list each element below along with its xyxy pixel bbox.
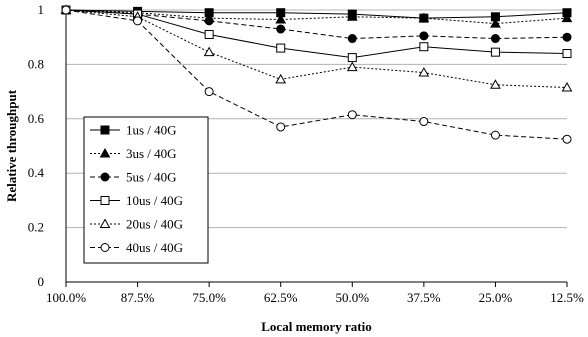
- data-point: [275, 14, 287, 24]
- data-point: [204, 29, 214, 39]
- data-point: [562, 134, 572, 144]
- data-point: [276, 122, 286, 132]
- series-line: [65, 9, 568, 59]
- legend-marker: [100, 172, 110, 182]
- x-tick-label: 25.0%: [479, 290, 513, 305]
- series-line: [65, 9, 568, 19]
- legend-marker: [100, 243, 110, 252]
- data-point: [346, 11, 358, 21]
- legend-marker: [99, 147, 111, 158]
- x-tick-label: 50.0%: [335, 290, 369, 305]
- data-point: [561, 12, 573, 23]
- legend-label: 3us / 40G: [126, 146, 177, 161]
- data-point: [419, 31, 429, 41]
- legend-item: 3us / 40G: [90, 146, 177, 161]
- data-point: [61, 5, 71, 15]
- data-point: [561, 82, 573, 92]
- series: [60, 4, 573, 144]
- data-point: [419, 117, 429, 127]
- data-point: [490, 34, 500, 44]
- legend-box: [83, 116, 209, 264]
- data-point: [490, 47, 500, 57]
- series-line: [65, 9, 568, 40]
- data-point: [133, 16, 143, 26]
- legend: 1us / 40G 3us / 40G 5us / 40G 10us / 40G 20u…: [83, 116, 209, 264]
- legend-label: 40us / 40G: [126, 240, 183, 255]
- legend-label: 10us / 40G: [126, 193, 183, 208]
- x-tick-label: 12.5%: [550, 290, 584, 305]
- legend-label: 20us / 40G: [126, 217, 183, 232]
- x-tick-label: 62.5%: [264, 290, 298, 305]
- data-point: [490, 130, 500, 140]
- legend-marker: [99, 218, 111, 228]
- series-6: [61, 5, 572, 144]
- y-axis-title: Relative throughput: [4, 89, 19, 202]
- data-point: [204, 87, 214, 97]
- y-tick-label: 0.4: [28, 165, 45, 180]
- legend-item: 20us / 40G: [90, 217, 183, 232]
- data-point: [562, 32, 572, 42]
- data-point: [275, 73, 287, 84]
- legend-item: 10us / 40G: [90, 193, 183, 208]
- legend-item: 5us / 40G: [90, 170, 177, 185]
- axes: 0 0.2 0.4 0.6 0.8 1 100.0% 87.5% 75.0% 62.5% 50.0%…: [28, 2, 584, 305]
- legend-label: 5us / 40G: [126, 170, 177, 185]
- data-point: [490, 18, 501, 28]
- series-line: [65, 9, 568, 89]
- x-tick-label: 37.5%: [407, 290, 441, 305]
- data-point: [418, 12, 430, 23]
- legend-marker: [100, 125, 110, 135]
- data-point: [347, 110, 357, 120]
- x-tick-label: 87.5%: [121, 290, 155, 305]
- data-point: [276, 24, 286, 34]
- data-point: [347, 53, 357, 63]
- y-tick-label: 0.2: [28, 220, 44, 235]
- legend-item: 40us / 40G: [90, 240, 183, 255]
- y-tick-label: 0: [38, 274, 45, 289]
- x-axis-title: Local memory ratio: [261, 319, 371, 334]
- data-point: [276, 43, 286, 53]
- legend-marker: [100, 196, 110, 205]
- data-point: [562, 49, 572, 59]
- series-line: [65, 9, 568, 140]
- x-tick-label: 100.0%: [46, 290, 86, 305]
- data-point: [346, 61, 358, 72]
- legend-item: 1us / 40G: [90, 123, 177, 138]
- data-point: [347, 34, 357, 44]
- data-point: [490, 79, 501, 89]
- x-tick-label: 75.0%: [192, 290, 226, 305]
- data-point: [418, 67, 430, 77]
- data-point: [204, 16, 214, 26]
- data-point: [203, 46, 215, 57]
- y-tick-label: 0.6: [28, 111, 45, 126]
- data-point: [419, 42, 429, 52]
- y-tick-label: 0.8: [28, 56, 44, 71]
- y-tick-label: 1: [38, 2, 45, 17]
- legend-label: 1us / 40G: [126, 123, 177, 138]
